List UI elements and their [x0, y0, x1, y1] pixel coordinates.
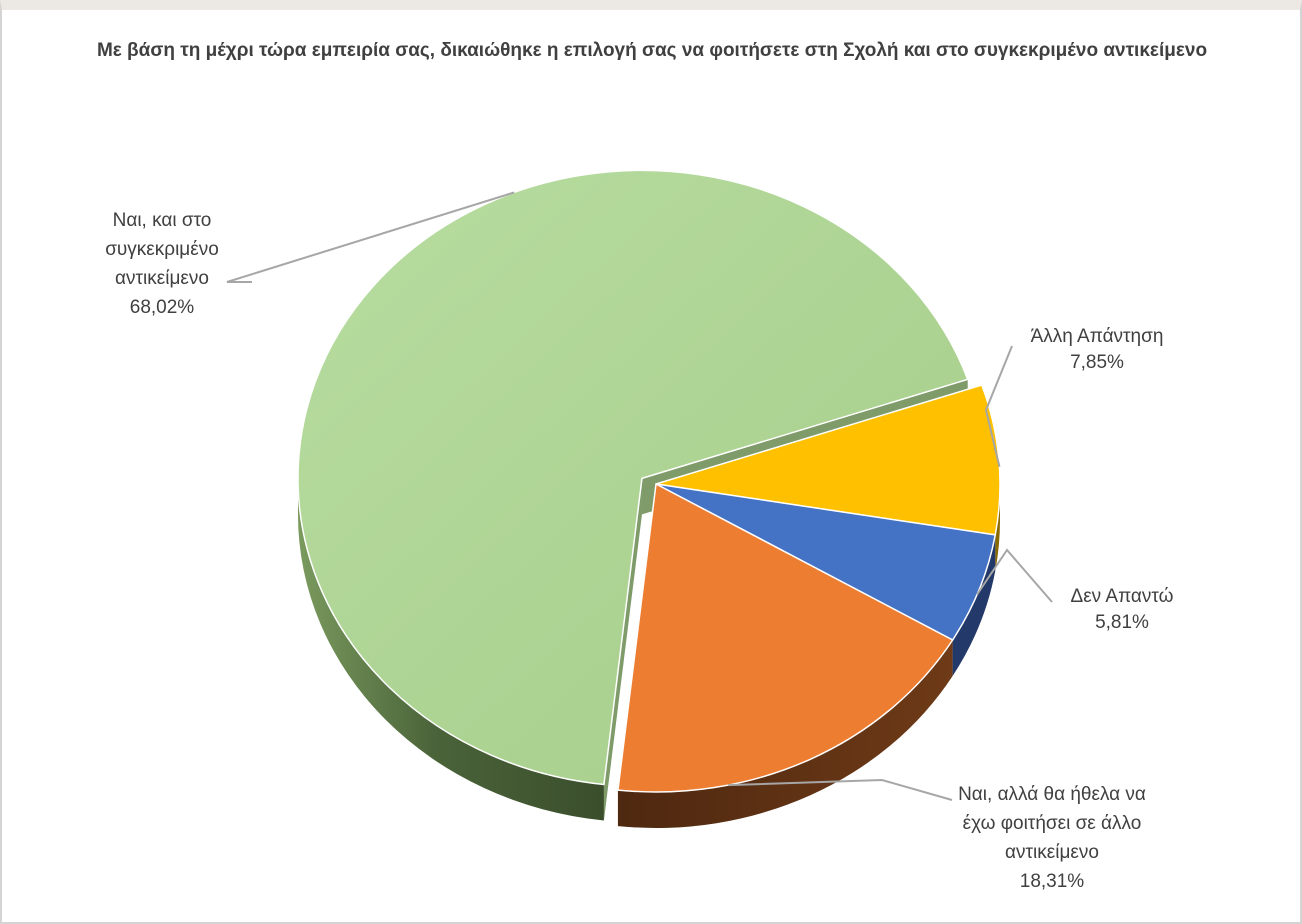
data-label-den-apanto: Δεν Απαντώ 5,81% [1047, 584, 1197, 636]
pie-slice-δεν-απαντω[interactable] [655, 483, 997, 641]
data-label-nai-kai: Ναι, και στο συγκεκριμένο αντικείμενο 68… [72, 206, 252, 322]
pie-slice-side-δεν-απαντω [952, 534, 996, 677]
data-label-nai-alla: Ναι, αλλά θα ήθελα να έχω φοιτήσει σε άλ… [927, 780, 1177, 896]
chart-title: Με βάση τη μέχρι τώρα εμπειρία σας, δικα… [96, 40, 1208, 61]
pie-chart [226, 169, 1053, 828]
data-label-category: Άλλη Απάντηση [1030, 326, 1164, 347]
pie-slice-side-ναι-αλλα-θα-ηθελα-να-εχω-φοιτησει-σε-αλλο-αντικειμενο [617, 640, 953, 828]
data-label-value: 5,81% [1095, 612, 1149, 633]
data-label-category: Ναι, και στο συγκεκριμένο αντικείμενο [105, 210, 219, 289]
leader-line-αλλη-απαντηση [984, 345, 1013, 468]
leader-line-δεν-απαντω [976, 548, 1053, 603]
pie-slice-cutface [603, 478, 642, 821]
pie-slice-ναι-αλλα-θα-ηθελα-να-εχω-φοιτησει-σε-αλλο-αντικειμενο[interactable] [617, 482, 954, 793]
pie-tops [297, 169, 1001, 793]
pie-slice-side-αλλη-απαντηση [995, 484, 1000, 571]
pie-leaders [226, 191, 1053, 801]
data-label-category: Δεν Απαντώ [1070, 586, 1174, 607]
data-label-value: 18,31% [1019, 871, 1085, 892]
data-label-value: 68,02% [129, 297, 195, 318]
pie-slice-ναι-και-στο-συγκεκριμενο-αντικειμενο[interactable] [297, 169, 969, 786]
data-label-value: 7,85% [1070, 352, 1124, 373]
leader-line-ναι-και-στο-συγκεκριμενο-αντικειμενο [226, 191, 515, 283]
pie-slice-αλλη-απαντηση[interactable] [655, 384, 1001, 536]
pie-slice-side-ναι-και-στο-συγκεκριμενο-αντικειμενο [297, 478, 604, 821]
data-label-alli-apantisi: Άλλη Απάντηση 7,85% [1007, 324, 1187, 376]
leader-line-ναι-αλλα-θα-ηθελα-να-εχω-φοιτησει-σε-αλλο-αντικειμενο [728, 778, 953, 801]
data-label-category: Ναι, αλλά θα ήθελα να έχω φοιτήσει σε άλ… [958, 784, 1146, 863]
